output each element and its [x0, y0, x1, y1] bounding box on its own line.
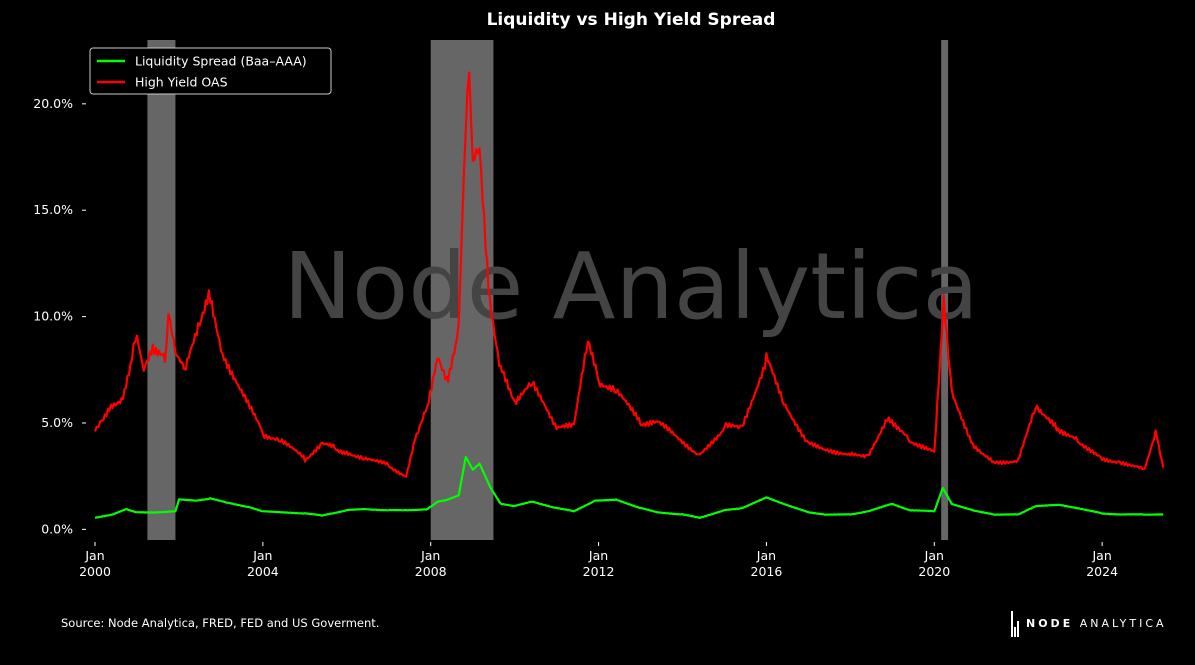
y-tick-label: 10.0% [33, 309, 73, 324]
x-tick-label-year: 2016 [751, 564, 783, 579]
x-tick-label-year: 2008 [415, 564, 447, 579]
brand-name-light: ANALYTICA [1079, 616, 1167, 630]
x-tick-label-month: Jan [924, 548, 944, 563]
legend-box [89, 47, 332, 95]
brand-logo: NODE ANALYTICA [1010, 608, 1167, 638]
series-line-1 [93, 71, 1165, 478]
x-tick-label-month: Jan [1092, 548, 1112, 563]
legend: Liquidity Spread (Baa–AAA) High Yield OAS [89, 47, 332, 95]
series-lines [93, 71, 1165, 519]
x-tick-label-month: Jan [420, 548, 440, 563]
x-tick-label-year: 2000 [79, 564, 111, 579]
series-line-0 [94, 456, 1164, 519]
x-tick-label-year: 2004 [247, 564, 279, 579]
x-tick-label-year: 2024 [1086, 564, 1118, 579]
brand-name: NODE ANALYTICA [1026, 617, 1167, 630]
x-tick-label-month: Jan [252, 548, 272, 563]
x-tick-label-month: Jan [84, 548, 104, 563]
legend-label: Liquidity Spread (Baa–AAA) [135, 54, 307, 69]
x-tick-label-year: 2012 [583, 564, 615, 579]
watermark: Node Analytica [283, 233, 979, 340]
chart-title: Liquidity vs High Yield Spread [487, 10, 776, 30]
source-note: Source: Node Analytica, FRED, FED and US… [61, 616, 380, 630]
axes: 0.0%5.0%10.0%15.0%20.0%Jan2000Jan2004Jan… [33, 96, 1118, 579]
y-tick-label: 0.0% [41, 521, 73, 536]
x-tick-label-month: Jan [756, 548, 776, 563]
shaded-period-1 [430, 40, 494, 540]
shaded-period-0 [147, 40, 176, 540]
x-tick-label-month: Jan [588, 548, 608, 563]
y-tick-label: 20.0% [33, 96, 73, 111]
brand-mark-icon [1010, 609, 1020, 637]
x-tick-label-year: 2020 [918, 564, 950, 579]
brand-name-bold: NODE [1026, 616, 1074, 630]
recession-shading [147, 40, 949, 540]
y-tick-label: 5.0% [41, 415, 73, 430]
legend-label: High Yield OAS [135, 75, 228, 90]
y-tick-label: 15.0% [33, 202, 73, 217]
shaded-period-2 [941, 40, 949, 540]
